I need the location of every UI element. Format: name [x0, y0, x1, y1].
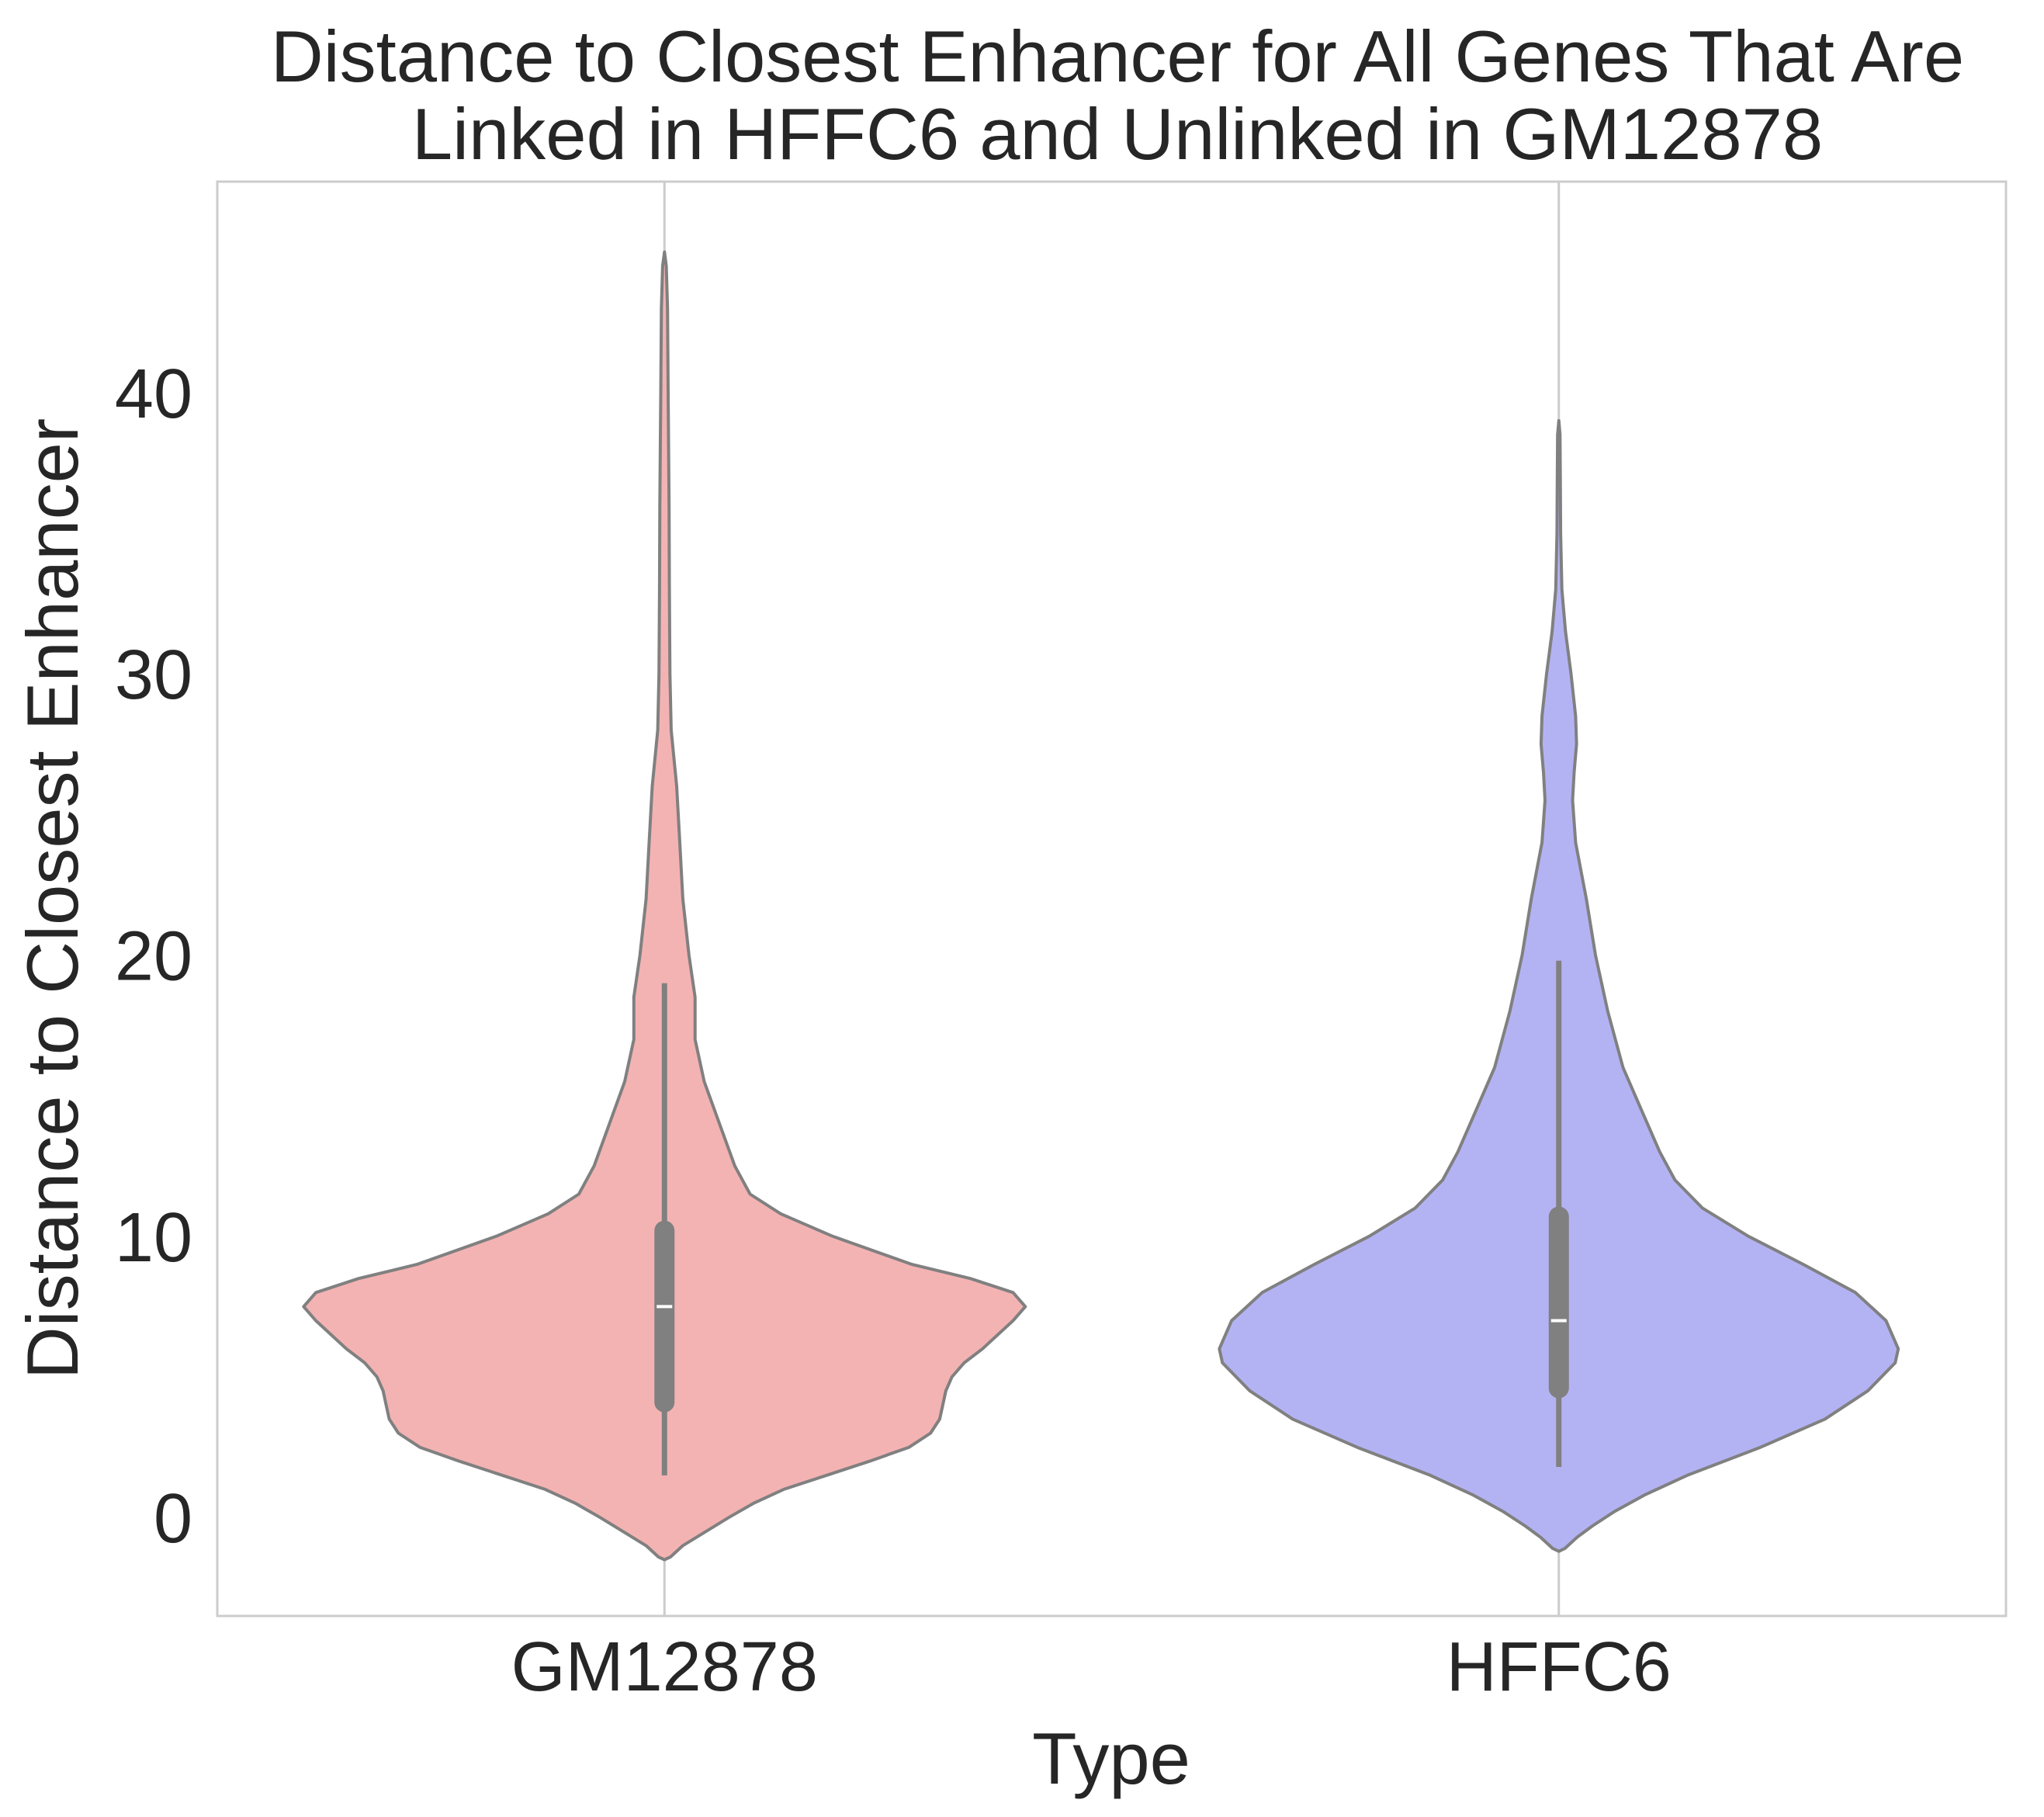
y-tick-labels: 0 10 20 30 40 — [115, 355, 192, 1558]
x-tick-labels: GM12878 HFFC6 — [511, 1628, 1672, 1706]
y-tick-label: 0 — [154, 1480, 192, 1558]
y-tick-label: 10 — [115, 1199, 192, 1277]
x-tick-label: GM12878 — [511, 1628, 818, 1706]
y-axis-label: Distance to Closest Enhancer — [12, 418, 93, 1379]
x-tick-label: HFFC6 — [1446, 1628, 1672, 1706]
y-tick-label: 20 — [115, 917, 192, 995]
chart-title-line-1: Distance to Closest Enhancer for All Gen… — [271, 16, 1964, 97]
violins — [302, 250, 1900, 1562]
violin-body — [302, 250, 1027, 1562]
y-tick-label: 30 — [115, 636, 192, 714]
chart-title-line-2: Linked in HFFC6 and Unlinked in GM12878 — [412, 93, 1823, 175]
x-axis-label: Type — [1032, 1718, 1190, 1799]
plot-frame — [216, 180, 2008, 1618]
inner-boxes — [654, 960, 1569, 1475]
y-tick-label: 40 — [115, 355, 192, 433]
